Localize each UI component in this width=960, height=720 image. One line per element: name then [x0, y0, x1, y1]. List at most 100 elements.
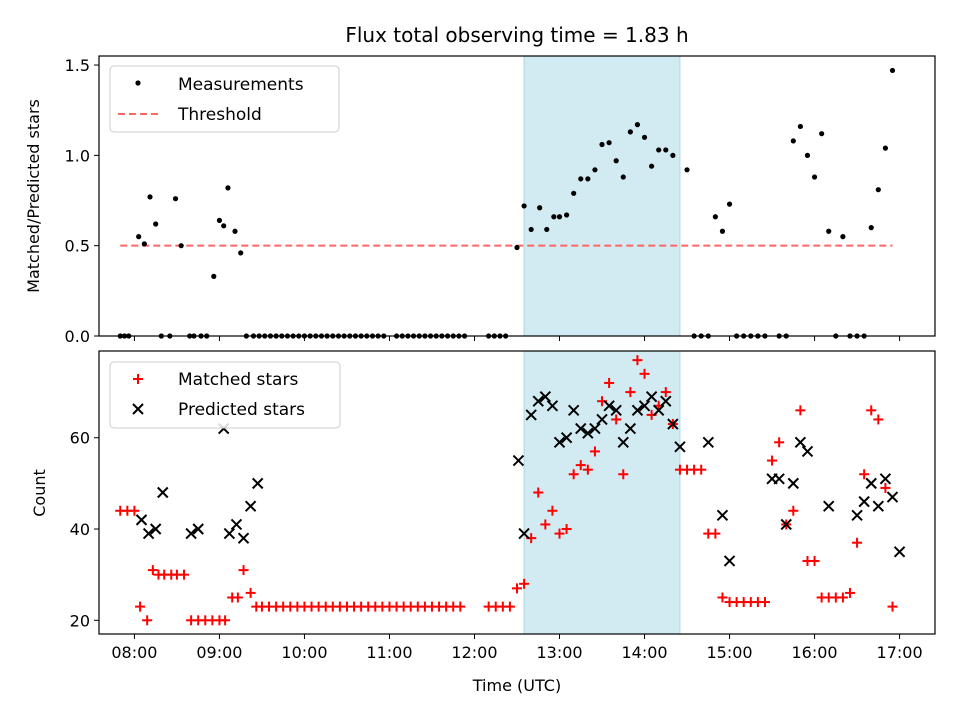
matched-star-point [232, 592, 243, 603]
measurement-point [578, 176, 584, 182]
bottom-plot-frame [98, 350, 936, 635]
measurement-point [606, 140, 612, 146]
matched-star-point [135, 601, 146, 612]
predicted-star-point [567, 404, 580, 417]
matched-star-point [795, 405, 806, 416]
predicted-star-point [893, 546, 906, 558]
measurement-point [153, 221, 159, 227]
matched-star-point [809, 555, 820, 566]
top-y-tick-label: 0.5 [65, 237, 90, 256]
matched-star-point [866, 405, 877, 416]
predicted-star-point [624, 422, 637, 435]
matched-star-point [604, 377, 615, 388]
measurement-point [232, 228, 238, 234]
matched-star-point [547, 505, 558, 516]
matched-star-point [639, 368, 650, 379]
matched-star-point [660, 387, 671, 398]
matched-star-point [625, 387, 636, 398]
predicted-star-point [872, 500, 885, 512]
measurement-point [726, 201, 733, 207]
measurement-point [719, 228, 726, 234]
measurement-point [521, 203, 527, 209]
predicted-star-point [716, 509, 729, 522]
predicted-star-point [553, 436, 566, 448]
matched-star-point [582, 464, 593, 475]
predicted-star-point [532, 395, 544, 407]
matched-star-point [519, 578, 530, 589]
predicted-star-point [851, 509, 863, 522]
measurement-point [634, 122, 641, 128]
measurement-point [840, 234, 846, 240]
measurement-point [211, 273, 217, 279]
predicted-star-point [617, 436, 629, 448]
matched-star-point [589, 446, 600, 457]
predicted-star-point [135, 514, 148, 526]
top-highlight-span [523, 55, 681, 337]
matched-star-point [887, 601, 898, 612]
measurement-point [790, 138, 796, 144]
predicted-star-point [674, 441, 686, 453]
matched-star-point [238, 565, 249, 576]
measurement-point [221, 223, 227, 229]
matched-star-point [504, 601, 515, 612]
measurement-point [882, 145, 889, 151]
predicted-star-point [589, 422, 601, 435]
matched-star-point [759, 597, 770, 608]
measurement-point [804, 152, 811, 158]
legend-x-glyph [132, 403, 144, 415]
top-y-tick-label: 0.0 [65, 327, 90, 346]
measurement-point [889, 67, 896, 74]
x-axis-label: Time (UTC) [472, 676, 561, 695]
bottom-y-tick-label: 20 [70, 611, 90, 630]
predicted-star-point [886, 491, 899, 503]
bottom-y-tick-label: 60 [70, 429, 90, 448]
predicted-star-point [596, 413, 608, 426]
x-tick-label: 13:00 [536, 643, 582, 662]
x-tick-label: 17:00 [877, 643, 923, 662]
predicted-star-point [512, 454, 525, 467]
predicted-star-point [723, 555, 736, 567]
predicted-star-point [518, 527, 530, 540]
matched-star-point [859, 469, 870, 480]
predicted-star-point [142, 527, 155, 540]
legend-matched-label: Matched stars [178, 370, 298, 390]
measurement-point [599, 141, 605, 148]
predicted-star-point [223, 527, 236, 540]
matched-star-point [147, 565, 158, 576]
measurement-point [797, 123, 803, 130]
matched-star-point [129, 505, 140, 516]
top-plot-frame [98, 55, 936, 337]
matched-star-point [767, 455, 778, 466]
matched-star-point [142, 615, 153, 626]
measurement-point [613, 158, 619, 164]
x-tick-label: 10:00 [281, 643, 327, 662]
predicted-star-point [780, 518, 792, 531]
matched-star-point [696, 464, 707, 475]
measurement-point [868, 225, 874, 231]
predicted-star-point [230, 518, 243, 531]
matched-star-point [618, 469, 629, 480]
matched-star-point [245, 587, 256, 598]
matched-star-point [533, 487, 544, 498]
measurement-point [514, 244, 520, 251]
predicted-star-point [638, 400, 651, 412]
x-tick-label: 08:00 [111, 643, 157, 662]
measurement-point [663, 147, 669, 153]
x-tick-label: 11:00 [366, 643, 412, 662]
measurement-point [537, 205, 543, 211]
measurement-point [178, 243, 184, 249]
top-y-tick-label: 1.0 [65, 146, 90, 165]
measurement-point [811, 174, 818, 180]
measurement-point [819, 131, 825, 137]
measurement-point [826, 228, 832, 234]
matched-star-point [179, 569, 190, 580]
predicted-star-point [794, 436, 807, 448]
legend-predicted-marker [132, 403, 144, 415]
bottom-panel: 20 40 60 08:00 09:00 10:00 11:00 12:00 13:00 14:… [30, 350, 936, 695]
measurement-point [528, 226, 534, 233]
predicted-star-point [667, 418, 679, 430]
predicted-star-point [801, 445, 814, 458]
legend-plus-glyph [133, 374, 143, 384]
measurement-point [641, 134, 648, 140]
